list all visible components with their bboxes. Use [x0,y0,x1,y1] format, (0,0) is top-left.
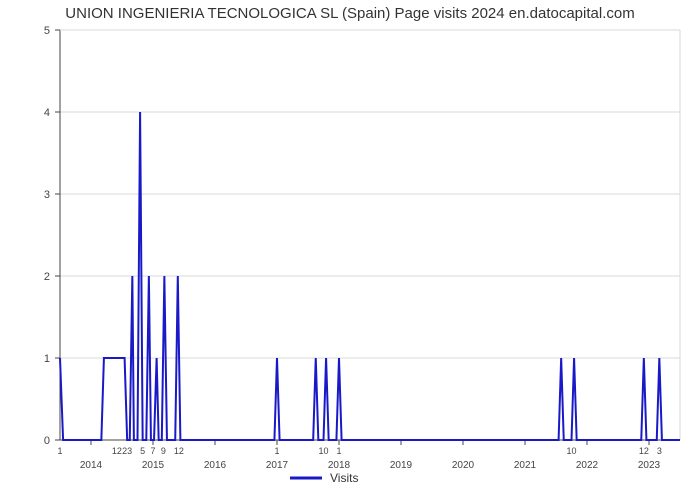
x-minor-label: 10 [566,446,576,456]
legend-label: Visits [330,471,358,485]
x-minor-label: 1 [57,446,62,456]
x-year-label: 2022 [576,460,599,471]
x-minor-label: 23 [122,446,132,456]
chart-container: UNION INGENIERIA TECNOLOGICA SL (Spain) … [0,0,700,500]
x-minor-label: 3 [657,446,662,456]
x-year-label: 2017 [266,460,289,471]
x-minor-label: 5 [140,446,145,456]
x-year-label: 2020 [452,460,475,471]
x-minor-label: 1 [336,446,341,456]
y-tick-label: 2 [44,271,50,283]
visits-line-chart: UNION INGENIERIA TECNOLOGICA SL (Spain) … [0,0,700,500]
x-minor-label: 7 [150,446,155,456]
chart-title: UNION INGENIERIA TECNOLOGICA SL (Spain) … [65,5,634,22]
x-year-label: 2014 [80,460,103,471]
y-tick-label: 5 [44,25,50,37]
y-tick-label: 4 [44,107,50,119]
x-minor-label: 12 [174,446,184,456]
x-year-label: 2021 [514,460,537,471]
x-year-label: 2023 [638,460,661,471]
x-year-label: 2015 [142,460,165,471]
x-year-label: 2019 [390,460,413,471]
x-minor-label: 1 [274,446,279,456]
x-minor-label: 12 [112,446,122,456]
y-tick-label: 1 [44,353,50,365]
y-tick-label: 3 [44,189,50,201]
x-minor-label: 9 [161,446,166,456]
x-year-label: 2016 [204,460,227,471]
y-tick-label: 0 [44,435,50,447]
x-year-label: 2018 [328,460,351,471]
x-minor-label: 12 [639,446,649,456]
x-minor-label: 10 [318,446,328,456]
